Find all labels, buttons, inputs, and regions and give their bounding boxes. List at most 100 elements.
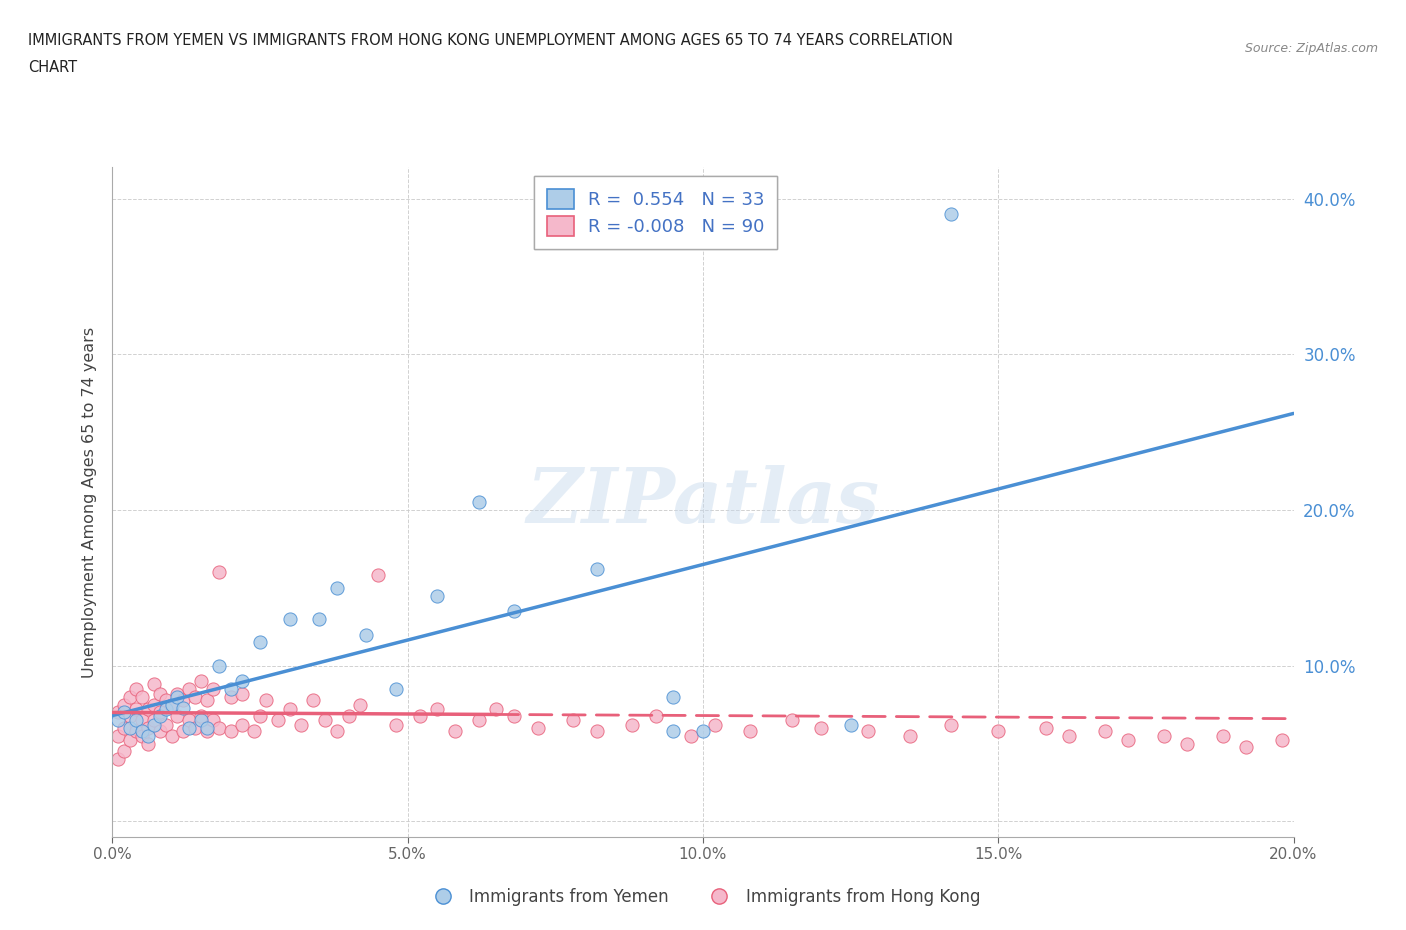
Point [112,698,135,712]
Point [356,627,378,642]
Point [1035,721,1057,736]
Point [1153,728,1175,743]
Point [939,717,962,732]
Point [179,682,201,697]
Point [1094,724,1116,738]
Point [385,682,408,697]
Point [155,717,177,732]
Point [349,698,371,712]
Point [107,728,129,743]
Point [385,717,408,732]
Point [503,708,526,723]
Point [172,693,194,708]
Point [302,693,325,708]
Point [195,693,218,708]
Point [149,686,172,701]
Point [585,562,607,577]
Point [703,717,725,732]
Point [681,728,703,743]
Point [326,580,349,595]
Text: Source: ZipAtlas.com: Source: ZipAtlas.com [1244,42,1378,55]
Point [662,724,685,738]
Point [219,682,242,697]
Point [780,712,803,727]
Point [142,712,165,727]
Point [125,712,148,727]
Point [231,674,253,689]
Point [1212,728,1234,743]
Point [644,708,666,723]
Point [112,721,135,736]
Point [231,717,253,732]
Point [621,717,644,732]
Point [149,724,172,738]
Point [1175,737,1198,751]
Point [939,206,962,221]
Point [278,702,301,717]
Point [155,693,177,708]
Point [112,744,135,759]
Point [142,698,165,712]
Point [810,721,832,736]
Point [1234,739,1257,754]
Point [107,751,129,766]
Point [172,724,194,738]
Point [208,565,231,579]
Point [107,705,129,720]
Point [179,721,201,736]
Point [136,721,159,736]
Text: ZIPatlas: ZIPatlas [526,465,880,539]
Point [120,721,142,736]
Point [149,705,172,720]
Point [326,724,349,738]
Point [172,700,194,715]
Point [166,686,188,701]
Point [195,724,218,738]
Point [444,724,467,738]
Point [136,702,159,717]
Point [1116,733,1139,748]
Point [131,712,153,727]
Point [249,708,271,723]
Point [314,712,336,727]
Point [467,495,489,510]
Point [290,717,312,732]
Point [485,702,508,717]
Point [184,689,207,704]
Point [166,708,188,723]
Point [562,712,585,727]
Point [120,689,142,704]
Point [858,724,880,738]
Point [160,728,183,743]
Point [692,724,714,738]
Point [219,689,242,704]
Point [839,717,862,732]
Point [155,702,177,717]
Point [408,708,430,723]
Point [120,733,142,748]
Point [112,705,135,720]
Point [1057,728,1080,743]
Point [131,689,153,704]
Point [120,708,142,723]
Legend: R =  0.554   N = 33, R = -0.008   N = 90: R = 0.554 N = 33, R = -0.008 N = 90 [534,177,778,248]
Point [179,712,201,727]
Point [208,721,231,736]
Point [125,682,148,697]
Point [267,712,290,727]
Point [585,724,607,738]
Point [367,568,389,583]
Point [249,635,271,650]
Point [337,708,360,723]
Point [136,737,159,751]
Point [201,682,224,697]
Point [308,612,330,627]
Point [195,721,218,736]
Point [142,677,165,692]
Point [131,724,153,738]
Point [142,717,165,732]
Point [160,698,183,712]
Legend: Immigrants from Yemen, Immigrants from Hong Kong: Immigrants from Yemen, Immigrants from H… [419,881,987,912]
Point [662,689,685,704]
Point [740,724,762,738]
